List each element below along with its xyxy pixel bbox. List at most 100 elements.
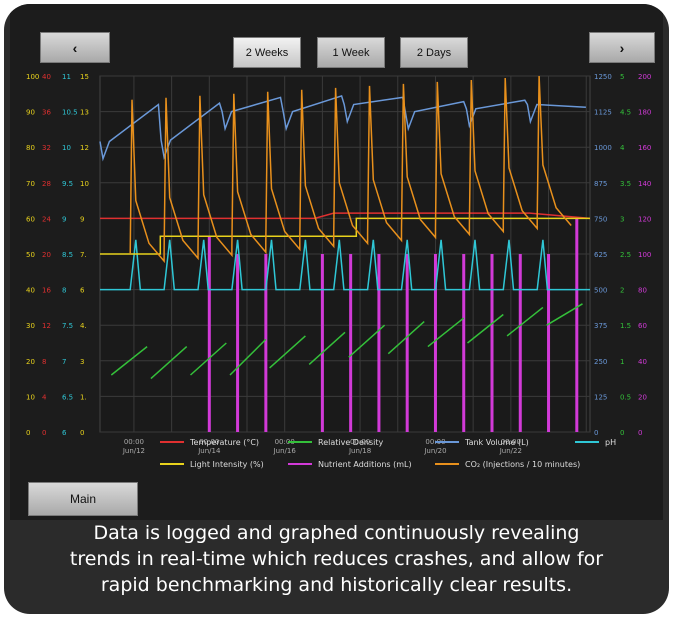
range-2-days-button[interactable]: 2 Days bbox=[400, 37, 468, 68]
x-tick-date: Jun/16 bbox=[273, 447, 297, 455]
series-relative-density bbox=[308, 331, 346, 365]
y-tick-label: 200 bbox=[638, 73, 651, 81]
x-tick-time: 00:00 bbox=[501, 438, 521, 446]
y-tick-label: 0 bbox=[42, 429, 46, 437]
y-tick-label: 9.5 bbox=[62, 180, 73, 188]
y-tick-label: 4 bbox=[42, 393, 47, 401]
y-tick-label: 80 bbox=[638, 287, 647, 295]
series-relative-density bbox=[150, 346, 188, 380]
app-frame: ‹ 2 Weeks 1 Week 2 Days › 0 10 20 30 40 50 60 7… bbox=[4, 4, 669, 614]
y-tick-label: 2.5 bbox=[620, 251, 631, 259]
next-button[interactable]: › bbox=[589, 32, 655, 63]
y-tick-label: 1250 bbox=[594, 73, 612, 81]
y-tick-label: 8 bbox=[42, 358, 46, 366]
x-tick-date: Jun/22 bbox=[499, 447, 522, 455]
chart-panel: ‹ 2 Weeks 1 Week 2 Days › 0 10 20 30 40 50 60 7… bbox=[10, 4, 663, 520]
series-relative-density bbox=[348, 324, 386, 358]
caption: Data is logged and graphed continuously … bbox=[4, 520, 669, 598]
multi-series-chart: 0102030405060708090100048121620242832364… bbox=[26, 73, 651, 469]
y-tick-label: 0.5 bbox=[620, 393, 631, 401]
y-tick-label: 120 bbox=[638, 215, 651, 223]
x-tick-time: 00:00 bbox=[350, 438, 370, 446]
x-tick-date: Jun/20 bbox=[423, 447, 446, 455]
y-tick-label: 100 bbox=[26, 73, 39, 81]
y-tick-label: 28 bbox=[42, 180, 51, 188]
y-tick-label: 1.5 bbox=[620, 322, 631, 330]
y-tick-label: 32 bbox=[42, 144, 51, 152]
y-tick-label: 2 bbox=[620, 287, 624, 295]
series-relative-density bbox=[506, 306, 544, 337]
y-tick-label: 625 bbox=[594, 251, 607, 259]
y-tick-label: 0 bbox=[620, 429, 624, 437]
range-2-weeks-button[interactable]: 2 Weeks bbox=[233, 37, 301, 68]
y-tick-label: 20 bbox=[26, 358, 35, 366]
series-relative-density bbox=[229, 338, 267, 376]
y-tick-label: 7.5 bbox=[62, 322, 73, 330]
legend-label: Temperature (°C) bbox=[189, 438, 259, 447]
y-tick-label: 8 bbox=[62, 287, 66, 295]
nutrient-pulse bbox=[433, 254, 437, 432]
y-tick-label: 10 bbox=[26, 393, 35, 401]
y-tick-label: 15 bbox=[80, 73, 89, 81]
y-tick-label: 3 bbox=[80, 358, 84, 366]
y-tick-label: 500 bbox=[594, 287, 607, 295]
y-tick-label: 8.5 bbox=[62, 251, 73, 259]
y-tick-label: 40 bbox=[638, 358, 647, 366]
y-tick-label: 9 bbox=[62, 215, 66, 223]
y-tick-label: 20 bbox=[42, 251, 51, 259]
y-tick-label: 160 bbox=[638, 144, 651, 152]
series-co2 bbox=[129, 75, 572, 264]
x-tick-time: 00:00 bbox=[124, 438, 144, 446]
y-tick-label: 10 bbox=[80, 180, 89, 188]
nutrient-pulse bbox=[405, 254, 409, 432]
x-tick-date: Jun/18 bbox=[348, 447, 371, 455]
y-tick-label: 1125 bbox=[594, 109, 612, 117]
y-tick-label: 100 bbox=[638, 251, 651, 259]
y-tick-label: 3.5 bbox=[620, 180, 631, 188]
y-tick-label: 9 bbox=[80, 215, 84, 223]
series-relative-density bbox=[546, 303, 583, 326]
prev-button[interactable]: ‹ bbox=[40, 32, 110, 63]
y-tick-label: 36 bbox=[42, 109, 51, 117]
y-tick-label: 40 bbox=[42, 73, 51, 81]
nutrient-pulse bbox=[264, 254, 268, 432]
y-tick-label: 250 bbox=[594, 358, 607, 366]
y-tick-label: 7. bbox=[80, 251, 87, 259]
y-tick-label: 60 bbox=[26, 215, 35, 223]
y-tick-label: 12 bbox=[80, 144, 89, 152]
caption-line-2: trends in real-time which reduces crashe… bbox=[69, 548, 604, 570]
y-tick-label: 0 bbox=[26, 429, 30, 437]
nutrient-pulse bbox=[320, 254, 324, 432]
legend-label: pH bbox=[605, 438, 616, 447]
y-tick-label: 5 bbox=[620, 73, 624, 81]
y-tick-label: 375 bbox=[594, 322, 607, 330]
range-1-week-button[interactable]: 1 Week bbox=[317, 37, 385, 68]
y-tick-label: 4. bbox=[80, 322, 87, 330]
y-tick-label: 80 bbox=[26, 144, 35, 152]
y-tick-label: 50 bbox=[26, 251, 35, 259]
y-tick-label: 7 bbox=[62, 358, 66, 366]
y-tick-label: 1. bbox=[80, 393, 87, 401]
series-ph bbox=[100, 239, 590, 291]
series-relative-density bbox=[427, 317, 465, 348]
y-tick-label: 60 bbox=[638, 322, 647, 330]
y-tick-label: 125 bbox=[594, 393, 607, 401]
series-relative-density bbox=[190, 342, 227, 376]
caption-line-3: rapid benchmarking and historically clea… bbox=[100, 574, 573, 596]
legend-label: Light Intensity (%) bbox=[190, 460, 264, 469]
nutrient-pulse bbox=[236, 254, 240, 432]
x-tick-time: 00:00 bbox=[275, 438, 295, 446]
nutrient-pulse bbox=[490, 254, 494, 432]
y-tick-label: 11 bbox=[62, 73, 71, 81]
main-button[interactable]: Main bbox=[28, 482, 138, 516]
nutrient-pulse bbox=[547, 254, 551, 432]
x-tick-date: Jun/12 bbox=[122, 447, 145, 455]
y-tick-label: 40 bbox=[26, 287, 35, 295]
y-tick-label: 750 bbox=[594, 215, 607, 223]
nutrient-pulse bbox=[575, 218, 579, 432]
caption-line-1: Data is logged and graphed continuously … bbox=[93, 522, 580, 544]
y-tick-label: 90 bbox=[26, 109, 35, 117]
nutrient-pulse bbox=[207, 236, 211, 432]
y-tick-label: 10 bbox=[62, 144, 71, 152]
series-relative-density bbox=[467, 313, 504, 344]
